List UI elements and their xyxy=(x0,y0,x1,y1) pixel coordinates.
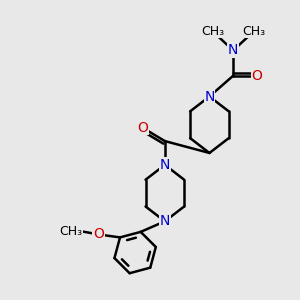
Text: O: O xyxy=(137,121,148,135)
Text: CH₃: CH₃ xyxy=(242,25,266,38)
Text: N: N xyxy=(160,214,170,228)
Text: N: N xyxy=(204,89,214,103)
Text: O: O xyxy=(252,69,262,83)
Text: N: N xyxy=(228,44,238,57)
Text: O: O xyxy=(93,227,104,242)
Text: CH₃: CH₃ xyxy=(201,25,224,38)
Text: N: N xyxy=(160,158,170,172)
Text: CH₃: CH₃ xyxy=(59,225,83,238)
